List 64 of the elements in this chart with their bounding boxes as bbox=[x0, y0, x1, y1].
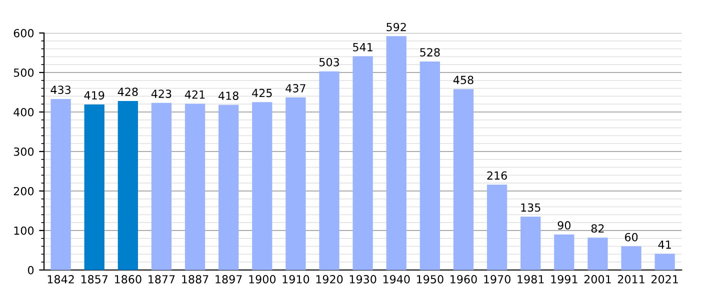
data-label: 82 bbox=[591, 224, 604, 233]
y-tick-label: 600 bbox=[14, 28, 34, 38]
bar bbox=[319, 71, 340, 270]
bar bbox=[420, 61, 440, 270]
bar bbox=[151, 102, 172, 270]
y-tick-label: 200 bbox=[14, 186, 34, 196]
x-tick-label: 1887 bbox=[182, 275, 208, 284]
data-label: 528 bbox=[420, 48, 440, 57]
data-label: 419 bbox=[84, 91, 104, 100]
bar bbox=[588, 238, 608, 270]
x-tick-label: 2021 bbox=[651, 275, 678, 284]
data-label: 433 bbox=[50, 86, 71, 94]
x-tick-label: 1857 bbox=[81, 275, 108, 284]
bar bbox=[252, 102, 272, 270]
bar bbox=[286, 97, 306, 270]
x-tick-label: 1991 bbox=[551, 275, 578, 284]
x-tick-label: 1981 bbox=[518, 275, 544, 284]
data-label: 437 bbox=[286, 84, 306, 92]
data-label: 60 bbox=[624, 232, 638, 242]
bar bbox=[352, 56, 373, 270]
x-tick-label: 1877 bbox=[148, 275, 175, 284]
x-tick-label: 2011 bbox=[618, 275, 644, 284]
bar bbox=[621, 246, 642, 270]
data-label: 541 bbox=[353, 43, 372, 52]
x-tick-label: 1960 bbox=[450, 275, 477, 284]
bar bbox=[654, 254, 675, 270]
y-tick-label: 0 bbox=[28, 266, 34, 274]
data-label: 418 bbox=[218, 92, 238, 100]
data-label: 425 bbox=[252, 88, 272, 98]
bar bbox=[84, 104, 104, 270]
data-label: 421 bbox=[184, 90, 205, 99]
data-label: 216 bbox=[487, 171, 507, 180]
bar bbox=[218, 104, 239, 270]
bar bbox=[50, 98, 71, 270]
x-tick-label: 1930 bbox=[350, 275, 376, 284]
x-tick-label: 2001 bbox=[584, 275, 611, 284]
x-tick-label: 1970 bbox=[484, 275, 510, 284]
x-tick-label: 1860 bbox=[114, 275, 142, 284]
data-label: 428 bbox=[118, 88, 138, 96]
x-tick-label: 1940 bbox=[383, 275, 410, 284]
bar bbox=[184, 104, 206, 270]
bar bbox=[486, 184, 508, 270]
y-tick-label: 400 bbox=[14, 108, 34, 116]
y-tick-label: 500 bbox=[14, 68, 34, 77]
x-tick-label: 1842 bbox=[48, 275, 74, 284]
x-tick-label: 1920 bbox=[316, 275, 343, 284]
x-tick-label: 1910 bbox=[282, 275, 310, 284]
bar bbox=[118, 100, 138, 270]
data-label: 458 bbox=[453, 76, 474, 84]
x-tick-label: 1950 bbox=[417, 275, 444, 284]
y-tick-label: 100 bbox=[14, 226, 34, 235]
data-label: 592 bbox=[386, 22, 406, 32]
data-label: 41 bbox=[658, 240, 671, 249]
bar bbox=[554, 234, 574, 270]
x-tick-label: 1900 bbox=[249, 275, 276, 284]
data-label: 503 bbox=[320, 58, 339, 66]
bar bbox=[453, 89, 474, 270]
x-tick-label: 1897 bbox=[216, 275, 242, 284]
data-label: 423 bbox=[151, 90, 172, 98]
bar bbox=[520, 216, 541, 270]
y-tick-label: 300 bbox=[14, 147, 34, 156]
data-label: 135 bbox=[521, 203, 540, 212]
bar bbox=[386, 36, 406, 270]
data-label: 90 bbox=[558, 221, 570, 230]
